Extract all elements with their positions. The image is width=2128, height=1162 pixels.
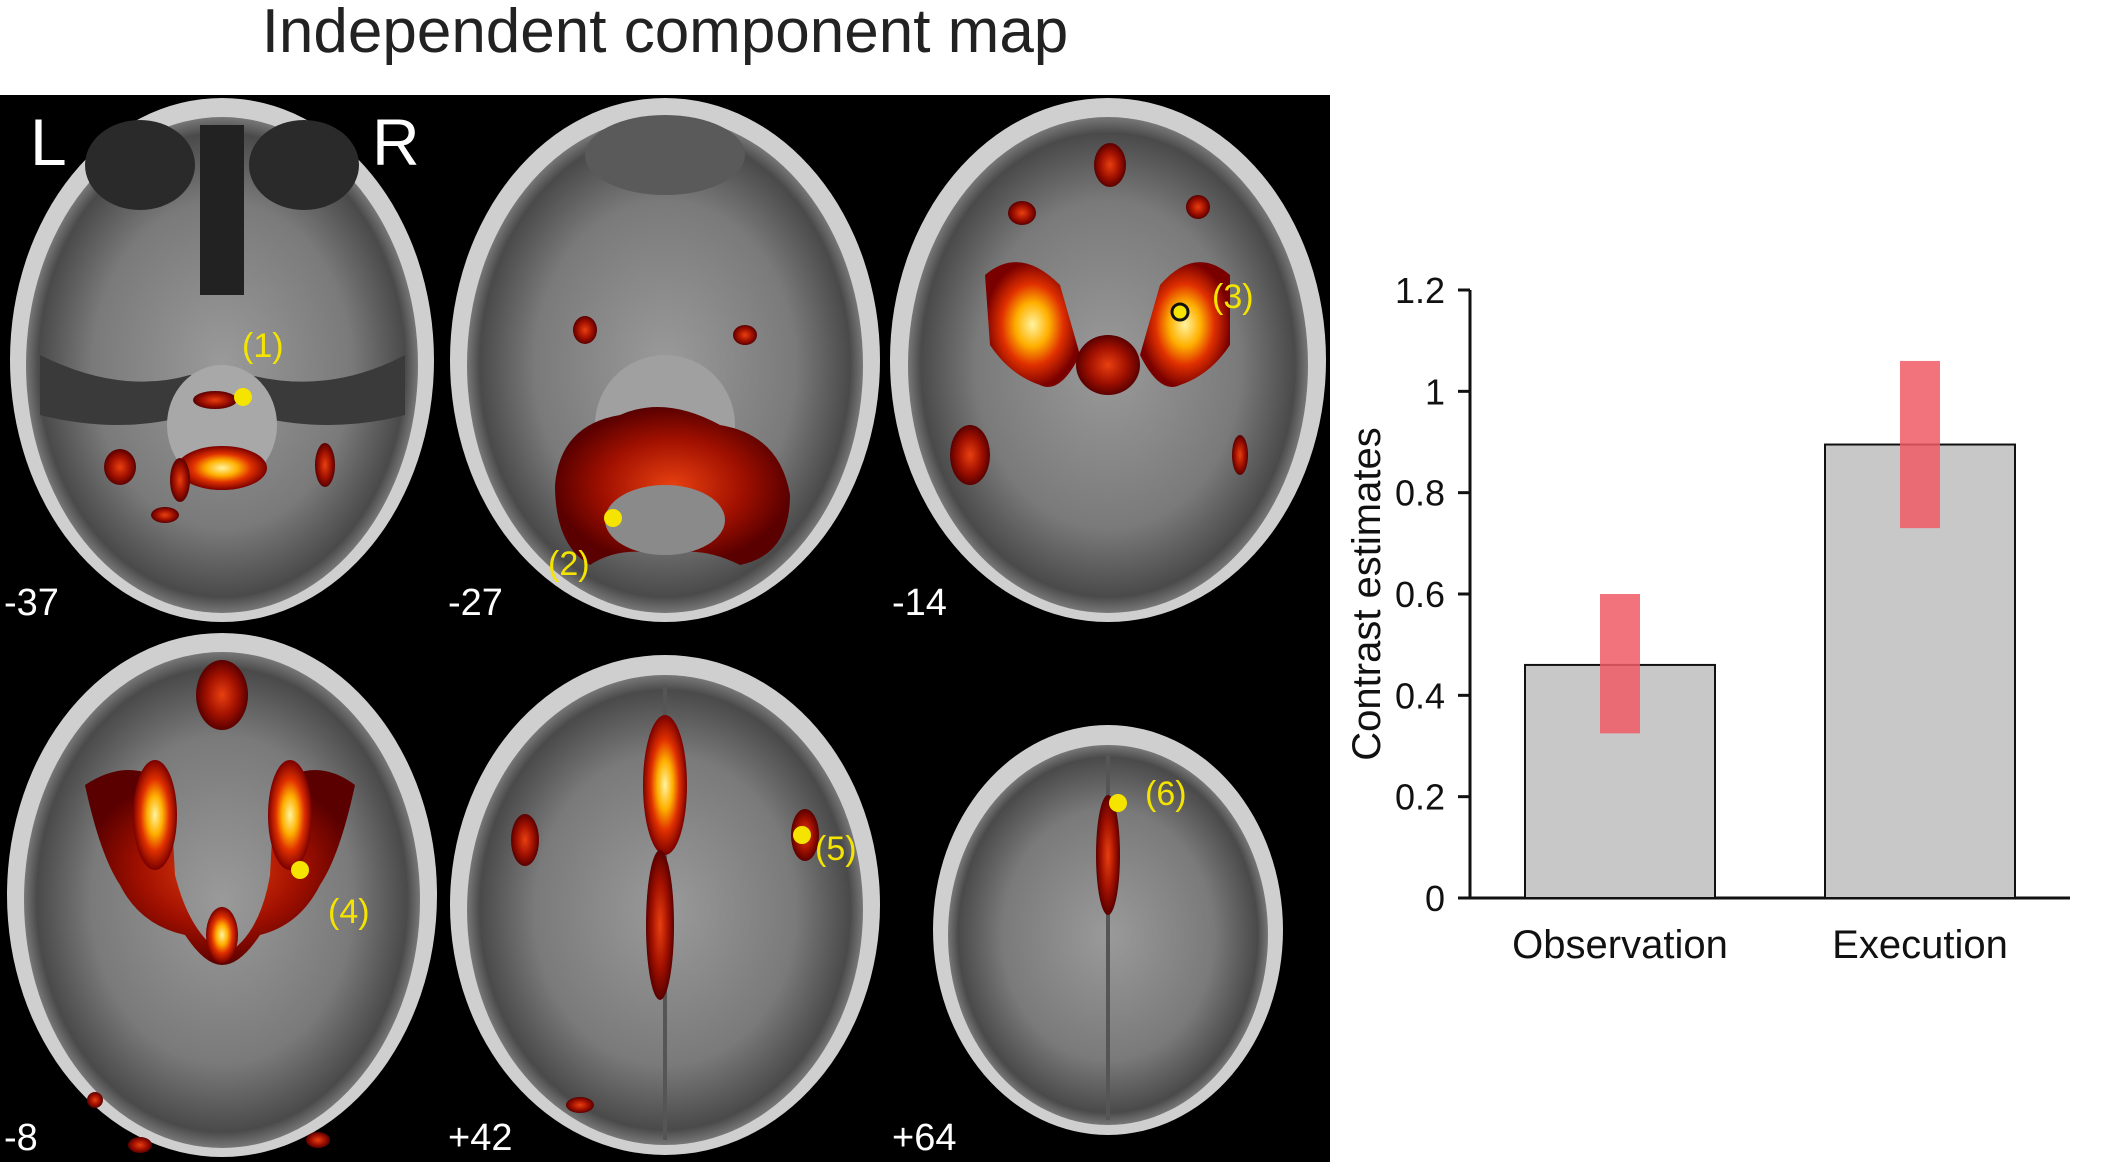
activation-cluster	[196, 660, 248, 730]
activation-cluster	[985, 262, 1080, 387]
activation-cluster	[1232, 435, 1248, 475]
activation-cluster	[950, 425, 990, 485]
activation-cluster	[151, 507, 179, 523]
point-label-4: (4)	[328, 893, 370, 931]
activation-cluster	[193, 391, 237, 409]
activation-cluster	[643, 715, 687, 855]
nasal-cavity	[200, 125, 244, 295]
activation-cluster	[206, 907, 238, 963]
fourth-ventricle-region	[605, 485, 725, 555]
y-tick-label: 0.2	[1395, 777, 1445, 818]
marker-point-4	[291, 861, 309, 879]
slice-z-label-3: -14	[892, 582, 947, 624]
activation-cluster	[566, 1097, 594, 1113]
activation-cluster	[128, 1137, 152, 1153]
activation-cluster	[315, 443, 335, 487]
y-tick-label: 0.6	[1395, 574, 1445, 615]
y-tick-label: 0	[1425, 878, 1445, 919]
x-tick-label: Observation	[1512, 923, 1728, 967]
activation-cluster	[104, 449, 136, 485]
activation-cluster	[1076, 335, 1140, 395]
slice-z-label-4: -8	[4, 1117, 38, 1159]
point-label-6: (6)	[1145, 775, 1187, 813]
activation-cluster	[177, 446, 267, 490]
slice-z-label-6: +64	[892, 1117, 956, 1159]
slice-z-label-2: -27	[448, 582, 503, 624]
error-bar	[1900, 360, 1940, 529]
activation-cluster	[268, 760, 312, 870]
marker-point-6	[1109, 794, 1127, 812]
activation-cluster	[1186, 195, 1210, 219]
marker-point-1	[234, 388, 252, 406]
marker-point-5	[793, 826, 811, 844]
x-tick-label: Execution	[1832, 923, 2008, 967]
y-axis-label: Contrast estimates	[1345, 427, 1389, 760]
activation-cluster	[1140, 262, 1230, 387]
point-label-1: (1)	[242, 327, 284, 365]
slice-6: (6) +64	[892, 725, 1283, 1159]
hemisphere-left-label: L	[30, 105, 67, 179]
orbit-left	[85, 120, 195, 210]
activation-cluster	[573, 316, 597, 344]
activation-cluster	[170, 458, 190, 502]
frontal-sinus	[585, 115, 745, 195]
activation-cluster	[1008, 201, 1036, 225]
map-title: Independent component map	[261, 0, 1069, 66]
activation-cluster	[306, 1132, 330, 1148]
y-tick-label: 0.8	[1395, 473, 1445, 514]
orbit-right	[249, 120, 359, 210]
activation-cluster	[87, 1092, 103, 1108]
point-label-2: (2)	[548, 545, 590, 583]
marker-point-3	[1170, 302, 1190, 322]
y-tick-label: 0.4	[1395, 675, 1445, 716]
error-bar	[1600, 594, 1640, 734]
hemisphere-right-label: R	[372, 105, 420, 179]
contrast-bar-chart: 0 0.2 0.4 0.6 0.8 1 1.2 Observation Execution Co…	[1330, 0, 2128, 1162]
chart-layer: 0 0.2 0.4 0.6 0.8 1 1.2 Observation Execution	[1395, 270, 2070, 967]
slice-z-label-5: +42	[448, 1117, 512, 1159]
slice-4: (4) -8	[4, 633, 437, 1159]
bar-chart-svg: 0 0.2 0.4 0.6 0.8 1 1.2 Observation Execution Co…	[1345, 270, 2070, 967]
y-tick-label: 1	[1425, 371, 1445, 412]
point-label-5: (5)	[815, 830, 857, 868]
slice-3: (3) -14	[890, 98, 1326, 624]
marker-point-2	[604, 509, 622, 527]
activation-cluster	[733, 325, 757, 345]
brain-slice-panel: (1) L R -37 (2) -27	[0, 95, 1330, 1162]
slice-1: (1) L R -37	[4, 98, 434, 624]
point-label-3: (3)	[1212, 278, 1254, 316]
slice-z-label-1: -37	[4, 582, 59, 624]
activation-cluster	[511, 814, 539, 866]
activation-cluster	[1094, 143, 1126, 187]
y-tick-label: 1.2	[1395, 270, 1445, 311]
activation-cluster	[1096, 795, 1120, 915]
slice-5: (5) +42	[448, 655, 880, 1159]
brain-slices-svg: (1) L R -37 (2) -27	[4, 98, 1326, 1159]
slice-2: (2) -27	[448, 98, 880, 624]
activation-cluster	[646, 850, 674, 1000]
activation-cluster	[133, 760, 177, 870]
